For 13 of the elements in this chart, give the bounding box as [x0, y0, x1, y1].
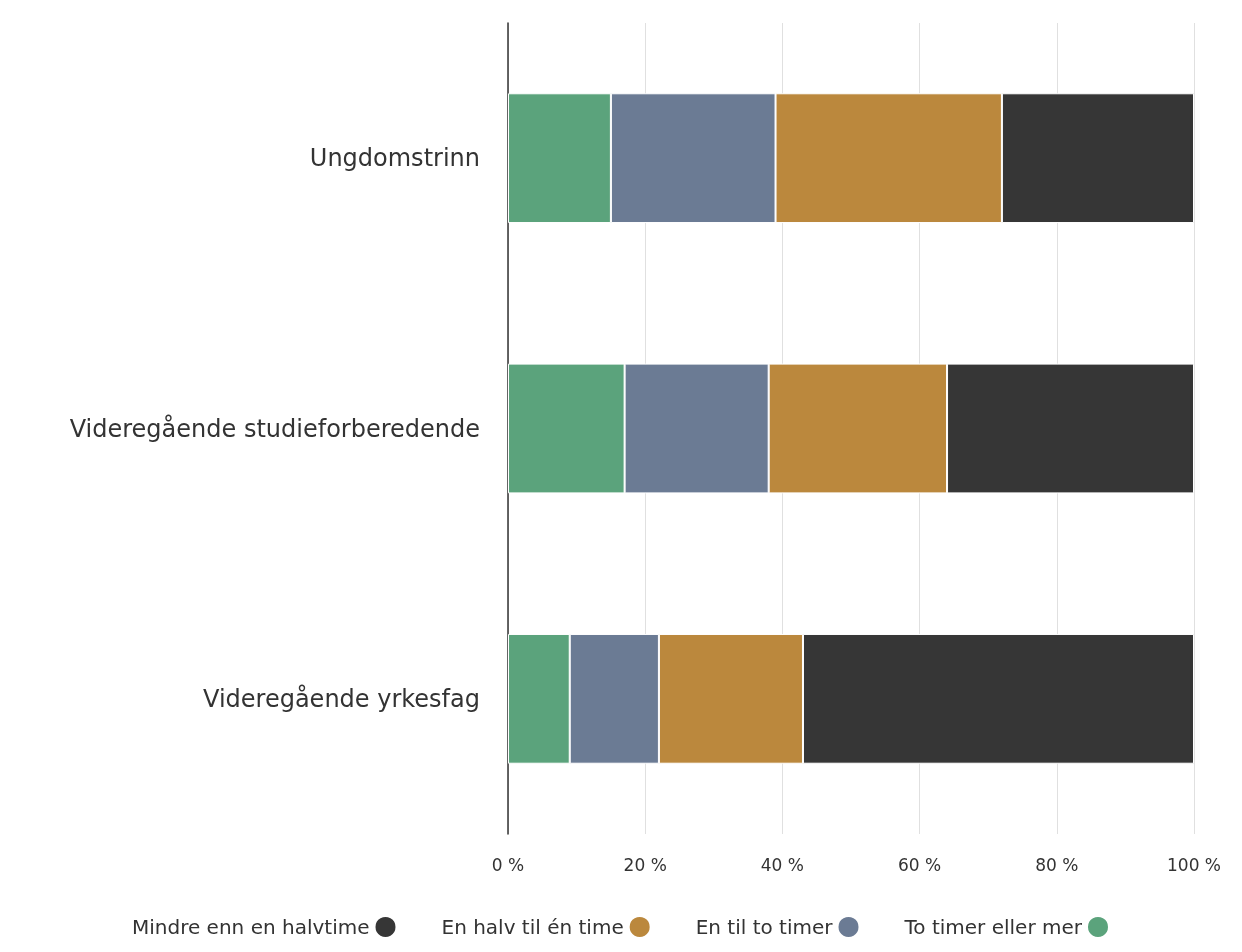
legend-label: To timer eller mer — [903, 915, 1083, 939]
y-tick-label: Ungdomstrinn — [309, 144, 480, 173]
legend-label: Mindre enn en halvtime — [131, 915, 370, 939]
y-tick-label: Videregående studieforberedende — [69, 413, 480, 443]
x-tick-label: 60 % — [898, 854, 942, 875]
x-tick-label: 100 % — [1166, 854, 1222, 875]
x-tick-label: 0 % — [491, 854, 525, 875]
x-tick-label: 40 % — [760, 854, 804, 875]
y-tick-label: Videregående yrkesfag — [203, 683, 480, 713]
legend-label: En halv til én time — [441, 915, 624, 939]
x-tick-label: 20 % — [623, 854, 667, 875]
x-tick-label: 80 % — [1035, 854, 1079, 875]
legend-label: En til to timer — [695, 915, 834, 939]
